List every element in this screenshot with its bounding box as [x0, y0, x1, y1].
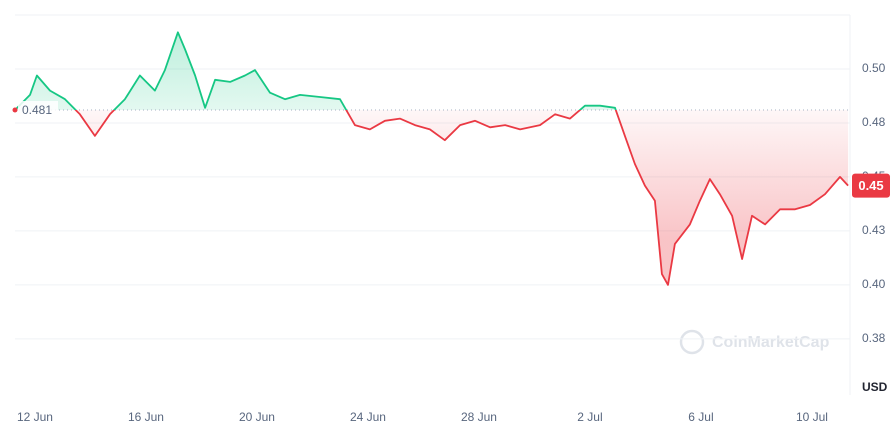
x-tick-label: 2 Jul — [577, 410, 602, 424]
price-area — [15, 32, 849, 285]
x-tick-label: 24 Jun — [350, 410, 386, 424]
y-tick-label: 0.38 — [862, 331, 886, 345]
current-price-tag — [852, 173, 890, 198]
baseline-dot — [12, 107, 18, 113]
price-line — [14, 31, 849, 286]
x-tick-label: 28 Jun — [461, 410, 497, 424]
baseline-label-bg — [18, 101, 58, 119]
x-tick-label: 12 Jun — [17, 410, 53, 424]
y-unit: USD — [862, 380, 888, 394]
y-tick-label: 0.50 — [862, 61, 886, 75]
watermark-text: CoinMarketCap — [712, 334, 830, 351]
watermark-logo — [679, 329, 705, 355]
x-tick-label: 10 Jul — [796, 410, 828, 424]
x-tick-label: 16 Jun — [128, 410, 164, 424]
y-tick-label: 0.40 — [862, 277, 886, 291]
y-tick-label: 0.43 — [862, 223, 886, 237]
current-price-label: 0.45 — [858, 178, 883, 193]
y-tick-label: 0.48 — [862, 115, 886, 129]
baseline-label: 0.481 — [22, 103, 52, 117]
x-tick-label: 20 Jun — [239, 410, 275, 424]
watermark: CoinMarketCap — [679, 329, 830, 355]
x-tick-label: 6 Jul — [688, 410, 713, 424]
